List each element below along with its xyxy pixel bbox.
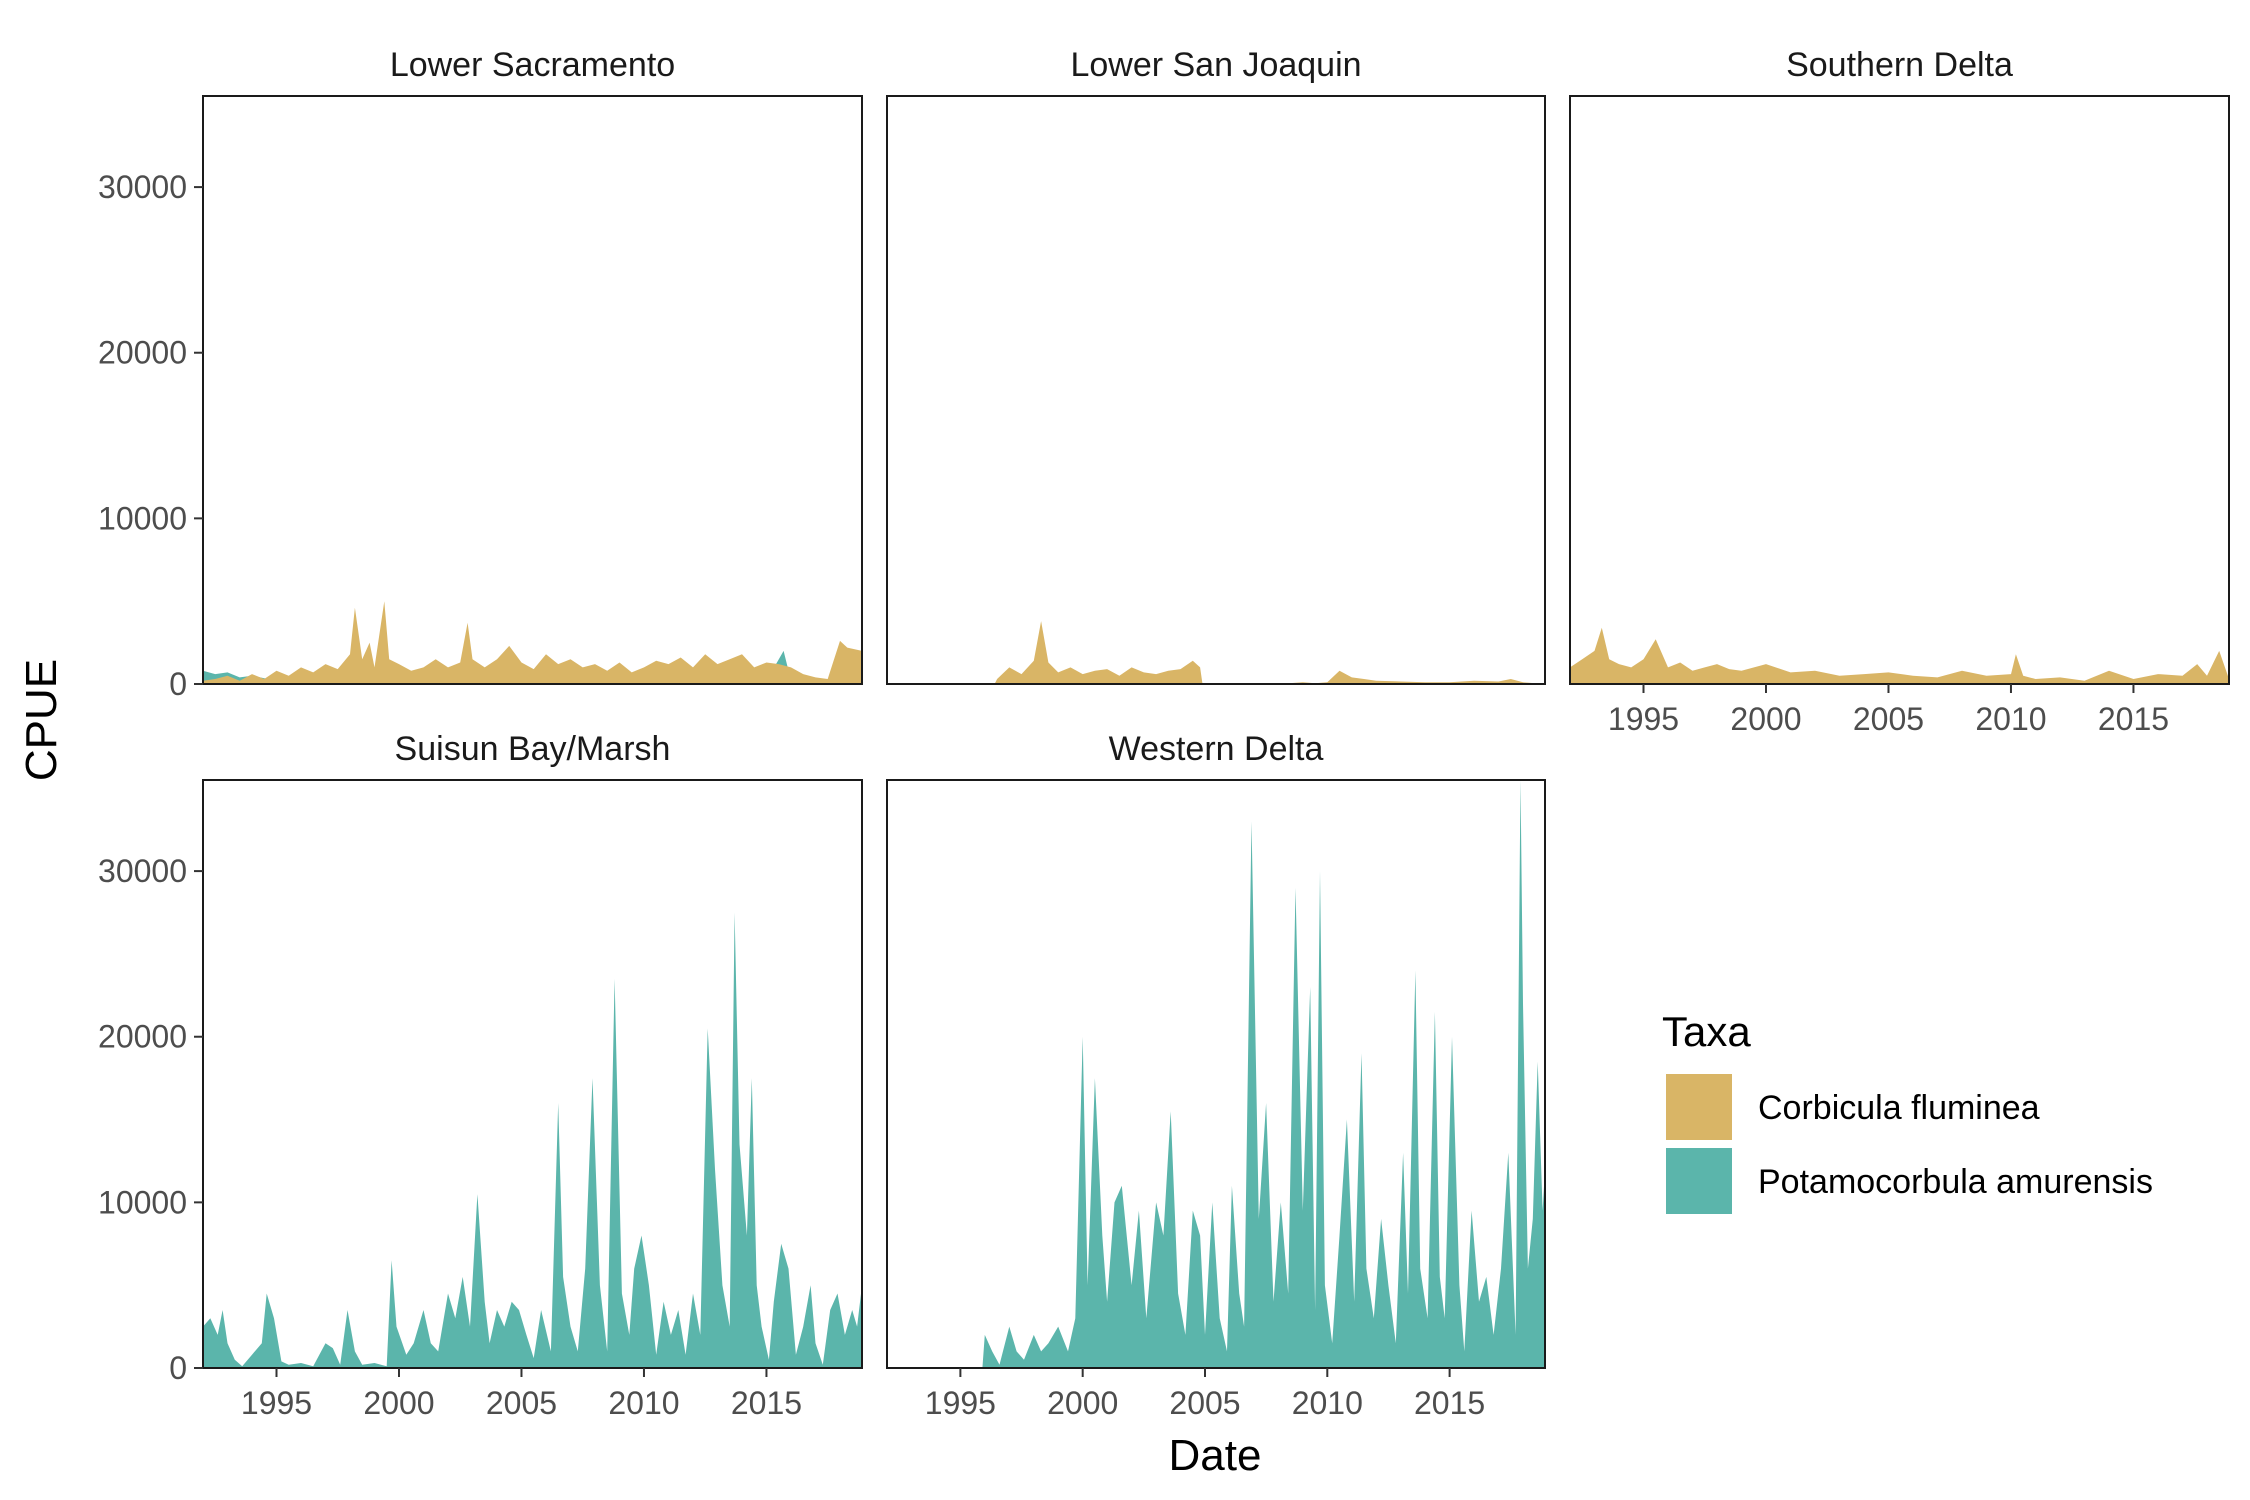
panel-border xyxy=(886,95,1546,685)
y-tick-label: 30000 xyxy=(98,853,187,889)
panel-border xyxy=(1569,95,2230,685)
legend-key-potamocorbula-amurensis xyxy=(1666,1148,1732,1214)
x-axis-title-group: Date xyxy=(1169,1431,1262,1480)
x-tick-label: 2015 xyxy=(731,1385,802,1421)
area-series-potamocorbula-amurensis xyxy=(203,912,862,1368)
plot-area xyxy=(887,621,1545,684)
panel-border xyxy=(202,95,863,685)
y-tick-label: 0 xyxy=(169,666,187,702)
x-tick-label: 2015 xyxy=(2098,701,2169,737)
x-tick-label: 2000 xyxy=(1047,1385,1118,1421)
y-tick-label: 30000 xyxy=(98,169,187,205)
y-axis-title: CPUE xyxy=(17,659,66,781)
x-tick-label: 2010 xyxy=(1975,701,2046,737)
x-tick-label: 2000 xyxy=(1730,701,1801,737)
x-tick-label: 1995 xyxy=(925,1385,996,1421)
plot-area xyxy=(203,601,862,684)
y-tick-label: 10000 xyxy=(98,1184,187,1220)
panel-suisun-bay-marsh: Suisun Bay/Marsh 0 10000 20000 30000 1995 2000… xyxy=(98,730,863,1421)
x-tick-label: 2005 xyxy=(1853,701,1924,737)
area-series-corbicula-fluminea xyxy=(203,601,862,684)
y-tick-label: 0 xyxy=(169,1350,187,1386)
x-tick-label: 2005 xyxy=(1169,1385,1240,1421)
y-axis-title-group: CPUE xyxy=(17,659,66,781)
x-tick-label: 1995 xyxy=(241,1385,312,1421)
panel-border xyxy=(886,779,1546,1369)
panel-border xyxy=(202,779,863,1369)
x-tick-label: 2015 xyxy=(1414,1385,1485,1421)
panel-western-delta: Western Delta 1995 2000 2005 2010 2015 xyxy=(886,730,1546,1421)
x-tick-label: 2005 xyxy=(486,1385,557,1421)
legend-label-corbicula-fluminea: Corbicula fluminea xyxy=(1758,1089,2040,1127)
legend-key-corbicula-fluminea xyxy=(1666,1074,1732,1140)
x-tick-label: 1995 xyxy=(1608,701,1679,737)
area-series-corbicula-fluminea xyxy=(887,621,1545,684)
panel-title: Suisun Bay/Marsh xyxy=(395,730,671,768)
y-tick-label: 20000 xyxy=(98,335,187,371)
plot-area xyxy=(1570,627,2229,684)
panel-title: Lower Sacramento xyxy=(390,46,675,84)
panel-lower-san-joaquin: Lower San Joaquin xyxy=(886,46,1546,685)
panel-title: Western Delta xyxy=(1109,730,1324,768)
x-axis-title: Date xyxy=(1169,1431,1262,1480)
legend: Taxa Corbicula fluminea Potamocorbula am… xyxy=(1662,1008,2153,1214)
panel-lower-sacramento: Lower Sacramento 0 10000 20000 30000 xyxy=(98,46,863,702)
x-tick-label: 2010 xyxy=(1292,1385,1363,1421)
y-tick-label: 10000 xyxy=(98,500,187,536)
x-tick-label: 2010 xyxy=(608,1385,679,1421)
legend-label-potamocorbula-amurensis: Potamocorbula amurensis xyxy=(1758,1163,2153,1201)
y-tick-label: 20000 xyxy=(98,1019,187,1055)
panel-southern-delta: Southern Delta 1995 2000 2005 2010 2015 xyxy=(1569,46,2230,737)
panel-title: Southern Delta xyxy=(1786,46,2013,84)
plot-area xyxy=(203,912,862,1368)
x-tick-label: 2000 xyxy=(363,1385,434,1421)
panel-title: Lower San Joaquin xyxy=(1070,46,1361,84)
legend-title: Taxa xyxy=(1662,1008,1751,1055)
area-series-potamocorbula-amurensis xyxy=(887,780,1545,1368)
area-series-corbicula-fluminea xyxy=(1570,627,2229,684)
plot-area xyxy=(887,780,1545,1368)
